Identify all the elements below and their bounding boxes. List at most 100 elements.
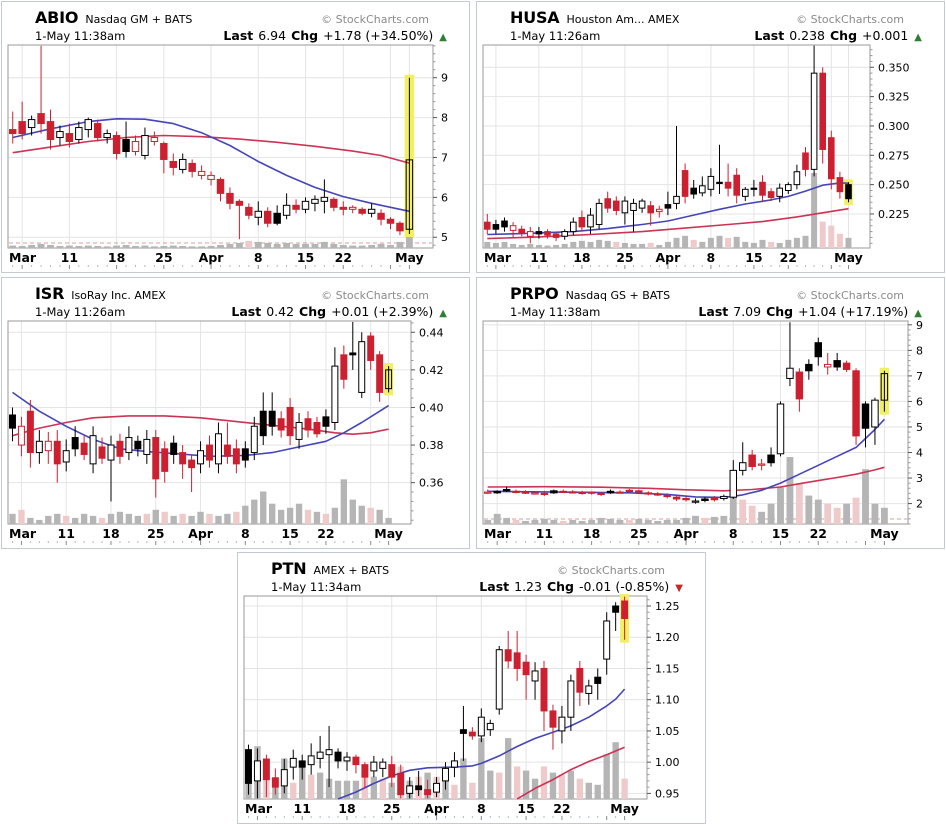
svg-text:0.42: 0.42 — [419, 364, 444, 377]
svg-text:18: 18 — [583, 526, 600, 541]
quote-values: Last 0.238 Chg +0.001 ▲ — [754, 28, 922, 43]
svg-text:0.275: 0.275 — [878, 149, 910, 162]
svg-text:15: 15 — [297, 250, 314, 265]
svg-text:22: 22 — [335, 250, 352, 265]
svg-text:Mar: Mar — [9, 526, 37, 541]
svg-text:8: 8 — [441, 112, 448, 125]
chg-label: Chg — [299, 304, 327, 319]
chart-header: PRPO Nasdaq GS + BATS © StockCharts.com — [477, 278, 944, 303]
chg-label: Chg — [291, 28, 319, 43]
last-label: Last — [698, 304, 729, 319]
svg-text:8: 8 — [916, 344, 923, 357]
chg-label: Chg — [546, 579, 574, 594]
chart-header: PTN AMEX + BATS © StockCharts.com — [238, 553, 705, 578]
last-label: Last — [223, 28, 254, 43]
exchange-label: IsoRay Inc. AMEX — [71, 289, 166, 302]
quote-datetime: 1-May 11:26am — [35, 305, 126, 319]
change-direction-up-icon: ▲ — [914, 32, 922, 43]
svg-text:25: 25 — [383, 801, 400, 816]
stockcharts-brand: © StockCharts.com — [321, 289, 429, 302]
svg-text:May: May — [395, 250, 424, 265]
svg-text:11: 11 — [536, 526, 553, 541]
exchange-label: AMEX + BATS — [313, 564, 390, 577]
svg-text:7: 7 — [916, 370, 923, 383]
change-direction-up-icon: ▲ — [439, 32, 447, 43]
svg-text:Apr: Apr — [199, 250, 225, 265]
svg-text:Apr: Apr — [656, 250, 682, 265]
svg-text:3: 3 — [916, 472, 923, 485]
svg-text:0.350: 0.350 — [878, 61, 910, 74]
svg-text:Mar: Mar — [9, 250, 37, 265]
exchange-label: Nasdaq GS + BATS — [565, 289, 671, 302]
change-direction-up-icon: ▲ — [439, 308, 447, 319]
svg-text:May: May — [374, 526, 403, 541]
chg-value: +1.78 (+34.50%) — [323, 28, 434, 43]
svg-text:0.44: 0.44 — [419, 326, 444, 339]
svg-text:15: 15 — [745, 250, 762, 265]
svg-text:1.20: 1.20 — [655, 631, 680, 644]
change-direction-down-icon: ▼ — [675, 583, 683, 594]
svg-text:1.10: 1.10 — [655, 694, 680, 707]
chg-label: Chg — [766, 304, 794, 319]
svg-text:May: May — [834, 250, 863, 265]
last-value: 0.42 — [266, 304, 295, 319]
candlestick-chart-PTN: 0.95 1.00 1.05 1.10 1.15 1.20 1.25 Mar 11 18 25 Apr… — [243, 594, 680, 820]
chart-panel-ISR[interactable]: ISR IsoRay Inc. AMEX © StockCharts.com 1-Ma… — [1, 277, 470, 549]
svg-text:0.40: 0.40 — [419, 401, 444, 414]
chg-value: +0.01 (+2.39%) — [331, 304, 434, 319]
quote-values: Last 7.09 Chg +1.04 (+17.19%) ▲ — [698, 304, 922, 319]
svg-text:May: May — [610, 801, 639, 816]
chart-panel-PRPO[interactable]: PRPO Nasdaq GS + BATS © StockCharts.com 1-M… — [476, 277, 945, 549]
quote-line: 1-May 11:26am Last 0.42 Chg +0.01 (+2.39%) ▲ — [2, 303, 469, 319]
svg-text:Apr: Apr — [424, 801, 450, 816]
svg-text:18: 18 — [102, 526, 119, 541]
svg-text:22: 22 — [553, 801, 570, 816]
svg-text:8: 8 — [729, 526, 738, 541]
svg-text:Mar: Mar — [245, 801, 273, 816]
chg-value: +0.001 — [862, 28, 909, 43]
svg-text:22: 22 — [810, 526, 827, 541]
svg-text:9: 9 — [916, 319, 923, 332]
quote-datetime: 1-May 11:38am — [510, 305, 601, 319]
svg-text:0.325: 0.325 — [878, 91, 910, 104]
svg-text:22: 22 — [317, 526, 334, 541]
chart-panel-HUSA[interactable]: HUSA Houston Am... AMEX © StockCharts.com 1… — [476, 1, 945, 273]
exchange-label: Nasdaq GM + BATS — [85, 13, 193, 26]
chg-value: +1.04 (+17.19%) — [798, 304, 909, 319]
candlestick-chart-ISR: 0.36 0.38 0.40 0.42 0.44 Mar 11 18 25 Apr 8 15 22 May — [7, 320, 444, 545]
svg-text:Mar: Mar — [484, 526, 512, 541]
svg-text:May: May — [870, 526, 899, 541]
last-label: Last — [231, 304, 262, 319]
chart-header: ISR IsoRay Inc. AMEX © StockCharts.com — [2, 278, 469, 303]
quote-line: 1-May 11:34am Last 1.23 Chg -0.01 (-0.85%) ▼ — [238, 578, 705, 594]
svg-text:5: 5 — [441, 231, 448, 244]
stockcharts-brand: © StockCharts.com — [557, 564, 665, 577]
quote-datetime: 1-May 11:34am — [271, 580, 362, 594]
svg-text:0.95: 0.95 — [655, 787, 680, 800]
svg-text:6: 6 — [441, 191, 448, 204]
chart-header: ABIO Nasdaq GM + BATS © StockCharts.com — [2, 2, 469, 27]
svg-text:9: 9 — [441, 72, 448, 85]
svg-text:11: 11 — [294, 801, 311, 816]
svg-text:0.250: 0.250 — [878, 179, 910, 192]
exchange-label: Houston Am... AMEX — [566, 13, 680, 26]
ticker-symbol: ABIO — [35, 8, 79, 27]
stockcharts-brand: © StockCharts.com — [796, 13, 904, 26]
last-value: 0.238 — [789, 28, 825, 43]
svg-text:15: 15 — [517, 801, 534, 816]
svg-text:1.00: 1.00 — [655, 756, 680, 769]
quote-line: 1-May 11:38am Last 6.94 Chg +1.78 (+34.50%) ▲ — [2, 27, 469, 43]
svg-text:4: 4 — [916, 447, 923, 460]
svg-text:1.15: 1.15 — [655, 662, 680, 675]
svg-text:11: 11 — [530, 250, 547, 265]
svg-text:Apr: Apr — [188, 526, 214, 541]
svg-text:18: 18 — [338, 801, 355, 816]
stockcharts-brand: © StockCharts.com — [796, 289, 904, 302]
svg-text:5: 5 — [916, 421, 923, 434]
chg-label: Chg — [830, 28, 858, 43]
chart-panel-PTN[interactable]: PTN AMEX + BATS © StockCharts.com 1-May 11:… — [237, 552, 706, 824]
chart-panel-ABIO[interactable]: ABIO Nasdaq GM + BATS © StockCharts.com 1-M… — [1, 1, 470, 273]
ticker-symbol: HUSA — [510, 8, 560, 27]
svg-text:18: 18 — [108, 250, 125, 265]
quote-values: Last 6.94 Chg +1.78 (+34.50%) ▲ — [223, 28, 447, 43]
